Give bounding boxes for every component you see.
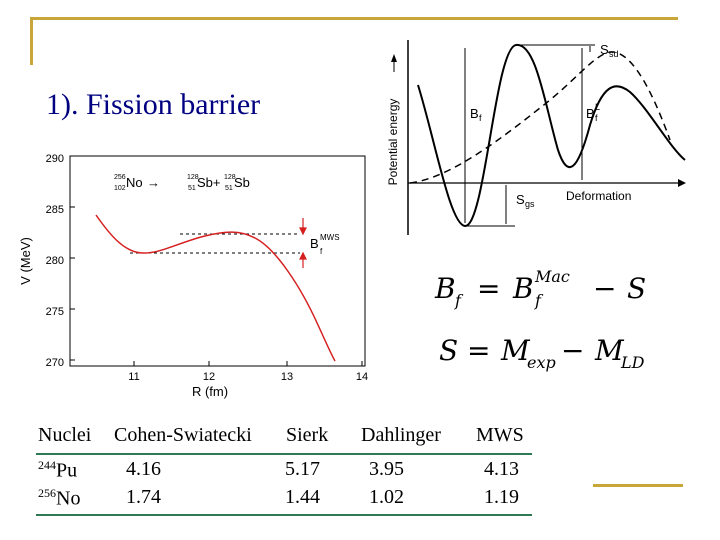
header-dahlinger: Dahlinger [361, 424, 441, 446]
row-value: 4.13 [484, 458, 519, 480]
y-tick-270: 270 [46, 357, 64, 369]
row-value: 1.44 [285, 486, 320, 508]
row-value: 3.95 [369, 458, 404, 480]
reaction-frag1-mass: 128 [187, 174, 199, 181]
frame-left-line [30, 17, 33, 65]
barrier-label: B [310, 236, 319, 251]
y-tick-280: 280 [46, 255, 64, 267]
frame-bottom-line [593, 484, 683, 487]
solid-potential-curve [417, 43, 686, 228]
dashed-macroscopic-curve [409, 51, 671, 184]
formula-1-s: S [627, 272, 646, 305]
x-tick-12: 12 [203, 371, 215, 383]
slide-title: 1). Fission barrier [46, 88, 261, 121]
formula-1-rhs: B [512, 272, 534, 305]
formula-1-lhs-sub: f [454, 291, 464, 310]
header-nuclei: Nuclei [38, 424, 92, 446]
potential-plot: 290 285 280 275 270 11 12 13 14 R (fm) V… [18, 153, 368, 399]
formula-2-m1-sub: exp [527, 353, 556, 372]
formula-1-rhs-sup: Mac [534, 267, 570, 286]
y-tick-285: 285 [46, 204, 64, 216]
plot-frame [69, 155, 366, 367]
formula-2-m2-sub: LD [620, 353, 645, 372]
reaction-frag2: Sb [234, 175, 250, 190]
formula-1-minus: − [593, 272, 616, 305]
formula-2-lhs: S [439, 334, 458, 367]
barrier-sup: MWS [320, 233, 340, 242]
y-tick-290: 290 [46, 153, 64, 165]
reaction-frag2-z: 51 [225, 185, 233, 192]
table-rule-bottom [36, 514, 532, 516]
row-nucleus: 256No [38, 486, 81, 510]
barrier-guides [130, 233, 300, 254]
formulas: B f = B Mac f − S S = M exp − M LD [434, 267, 646, 372]
potential-energy-label: Potential energy [386, 99, 400, 186]
reaction-parent-mass: 256 [114, 174, 126, 181]
deformation-label: Deformation [566, 189, 631, 203]
formula-1-lhs: B [434, 272, 456, 305]
row-value: 1.19 [484, 486, 519, 508]
formula-2-eq: = [467, 334, 490, 367]
potential-curve [95, 214, 336, 362]
table-rule-top [36, 453, 532, 455]
x-tick-14: 14 [356, 371, 368, 383]
formula-2-m2: M [594, 334, 625, 367]
header-mws: MWS [476, 424, 524, 446]
reaction-parent: No [126, 175, 143, 190]
formula-2-minus: − [561, 334, 584, 367]
ssd-label: S [600, 42, 609, 57]
sgs-sub: gs [525, 199, 535, 209]
row-value: 1.02 [369, 486, 404, 508]
bfl-sup: L [595, 102, 600, 112]
reaction-frag1: Sb+ [197, 175, 221, 190]
x-axis-label: R (fm) [192, 384, 228, 399]
header-sierk: Sierk [286, 424, 329, 446]
row-value: 4.16 [126, 458, 161, 480]
reaction-arrow: → [147, 175, 160, 190]
y-tick-marks [70, 155, 363, 366]
reaction-frag1-z: 51 [188, 185, 196, 192]
x-tick-13: 13 [281, 371, 293, 383]
reaction-frag2-mass: 128 [224, 174, 236, 181]
formula-1-eq: = [477, 272, 500, 305]
sgs-label: S [516, 192, 525, 207]
barrier-schematic: Potential energy Deformation S sd B f B … [386, 40, 686, 235]
y-axis-label: V (MeV) [18, 237, 33, 285]
barrier-sub: f [320, 247, 323, 256]
reaction-parent-z: 102 [114, 185, 126, 192]
row-value: 1.74 [126, 486, 161, 508]
vertical-axis-arrowhead [391, 54, 397, 62]
horizontal-axis-arrow [678, 179, 686, 187]
bfl-sub: f [595, 113, 598, 123]
y-tick-275: 275 [46, 306, 64, 318]
formula-1-rhs-sub: f [534, 291, 544, 310]
bfl-label: B [586, 106, 595, 121]
row-nucleus: 244Pu [38, 458, 78, 482]
bf-sub: f [479, 113, 482, 123]
ssd-sub: sd [609, 49, 619, 59]
row-value: 5.17 [285, 458, 320, 480]
bf-label: B [470, 106, 479, 121]
x-tick-11: 11 [128, 371, 139, 383]
header-cohen-swiatecki: Cohen-Swiatecki [114, 424, 252, 446]
formula-2-m1: M [500, 334, 531, 367]
barrier-arrows [299, 218, 307, 268]
frame-top-line [30, 17, 678, 20]
